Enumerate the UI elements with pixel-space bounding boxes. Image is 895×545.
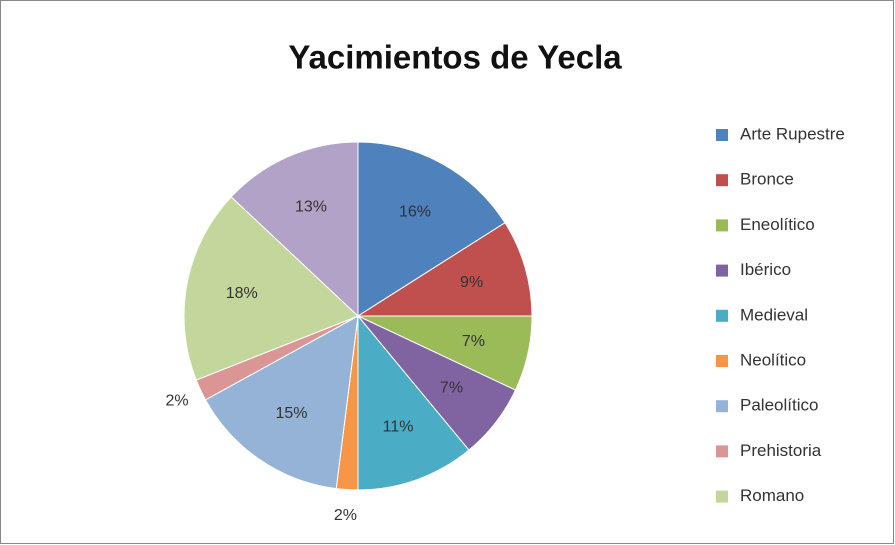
legend-swatch [716,129,728,141]
legend-label: Prehistoria [740,441,822,460]
data-label: 13% [295,199,327,216]
data-label: 2% [334,507,357,524]
pie-slice [356,222,533,317]
legend-label: Arte Rupestre [740,124,845,143]
legend-label: Ibérico [740,260,791,279]
legend-swatch [716,400,728,413]
pie-slice [357,141,506,317]
legend-swatch [716,264,728,277]
data-label: 11% [383,419,414,436]
pie-slice [183,196,359,381]
data-label: 16% [399,204,431,221]
legend-label: Neolítico [740,350,806,369]
legend-swatch [716,490,728,503]
legend-label: Romano [740,486,804,505]
legend-swatch [716,174,728,187]
legend-swatch [716,309,728,322]
pie-slice [204,315,359,490]
legend-label: Eneolítico [740,215,815,234]
data-label: 7% [462,333,485,350]
legend-label: Bronce [740,170,794,189]
chart-title: Yacimientos de Yecla [288,39,622,76]
legend-label: Paleolítico [740,396,818,415]
legend-swatch [716,355,728,367]
legend-label: Medieval [740,305,808,324]
legend-swatch [716,445,728,458]
data-label: 2% [165,392,188,409]
data-label: 18% [226,285,258,302]
data-label: 9% [460,274,483,291]
pie-slice [357,314,470,491]
data-label: 15% [275,405,307,422]
pie-slice [230,141,359,318]
data-label: 7% [440,380,463,397]
legend-swatch [716,219,728,232]
